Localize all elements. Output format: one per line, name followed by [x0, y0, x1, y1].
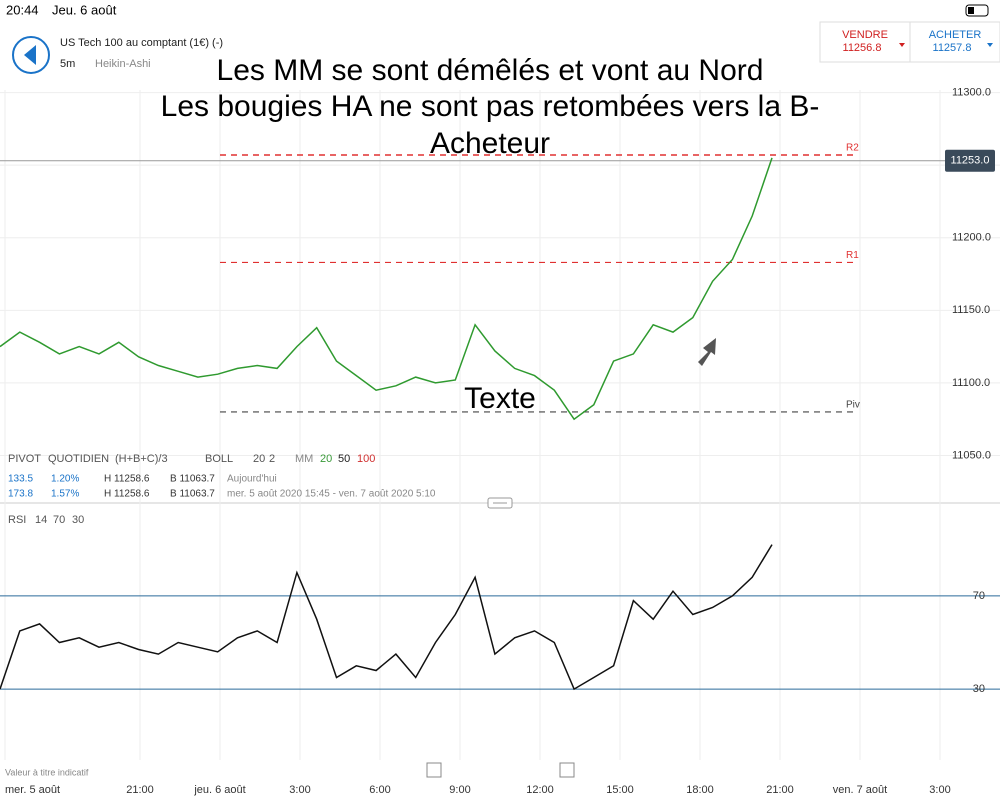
rsi-legend[interactable]: 30 — [72, 514, 84, 526]
pivot-label: Piv — [846, 400, 860, 411]
y-tick-label: 11050.0 — [952, 449, 991, 461]
pivot-label: R1 — [846, 250, 859, 261]
x-tick-label: ven. 7 août — [833, 784, 887, 796]
annotation-line: Les MM se sont démêlés et vont au Nord — [217, 54, 764, 87]
pivot-value: mer. 5 août 2020 15:45 - ven. 7 août 202… — [227, 489, 436, 500]
instrument-name: US Tech 100 au comptant (1€) (-) — [60, 37, 223, 49]
annotation-arrow — [698, 338, 716, 366]
footer-note: Valeur à titre indicatif — [5, 767, 89, 777]
back-button[interactable] — [12, 36, 50, 74]
rsi-line — [0, 544, 773, 691]
pivot-value: 1.20% — [51, 474, 79, 485]
pivot-legend[interactable]: (H+B+C)/3 — [115, 453, 168, 465]
chart-style[interactable]: Heikin-Ashi — [95, 58, 151, 70]
boll-legend[interactable]: BOLL — [205, 453, 233, 465]
pivot-value: 173.8 — [8, 489, 33, 500]
sell-price[interactable]: 11256.8 — [843, 42, 882, 54]
mm-legend[interactable]: MM — [295, 453, 313, 465]
pivot-value: H 11258.6 — [104, 489, 150, 500]
buy-box[interactable] — [909, 21, 1000, 63]
pivot-legend[interactable]: PIVOT — [8, 453, 41, 465]
boll-legend[interactable]: 2 — [269, 453, 275, 465]
pivot-legend[interactable]: QUOTIDIEN — [48, 453, 109, 465]
price-line — [0, 157, 773, 421]
buy-caret — [987, 43, 993, 47]
y-tick-label: 11100.0 — [952, 377, 990, 389]
sell-box[interactable] — [819, 21, 911, 63]
x-tick-label: 3:00 — [289, 784, 310, 796]
annotation-line: Acheteur — [430, 127, 550, 160]
x-tick-label: 15:00 — [606, 784, 634, 796]
pivot-label: R2 — [846, 143, 859, 154]
battery-level — [968, 7, 974, 14]
pivot-value: 133.5 — [8, 474, 33, 485]
calendar-icon[interactable] — [559, 762, 575, 778]
status-date: Jeu. 6 août — [52, 2, 117, 17]
y-tick-label: 11200.0 — [952, 232, 991, 244]
boll-legend[interactable]: 20 — [253, 453, 265, 465]
x-tick-label: 21:00 — [126, 784, 154, 796]
current-price-box — [945, 149, 995, 172]
pivot-value: 1.57% — [51, 489, 79, 500]
calendar-icon[interactable] — [426, 762, 442, 778]
x-tick-label: jeu. 6 août — [193, 784, 245, 796]
back-arrow[interactable] — [24, 45, 36, 65]
rsi-legend[interactable]: 14 — [35, 514, 47, 526]
annotation-line: Les bougies HA ne sont pas retombées ver… — [161, 90, 820, 123]
y-tick-label: 70 — [973, 590, 985, 602]
buy-price[interactable]: 11257.8 — [933, 42, 972, 54]
status-time: 20:44 — [6, 2, 39, 17]
x-tick-label: 18:00 — [686, 784, 714, 796]
indicator-legend: PIVOT QUOTIDIEN (H+B+C)/3 BOLL 20 2 MM 20 50 100 1… — [8, 453, 436, 526]
current-price-label: 11253.0 — [951, 155, 990, 167]
mm-legend[interactable]: 100 — [357, 453, 375, 465]
mm-legend[interactable]: 50 — [338, 453, 350, 465]
rsi-legend[interactable]: 70 — [53, 514, 65, 526]
x-tick-label: mer. 5 août — [5, 784, 60, 796]
rsi-legend[interactable]: RSI — [8, 514, 26, 526]
x-tick-label: 21:00 — [766, 784, 794, 796]
mm-legend[interactable]: 20 — [320, 453, 332, 465]
battery — [965, 4, 989, 17]
pivot-value: H 11258.6 — [104, 474, 150, 485]
sell-caret — [899, 43, 905, 47]
buy-button[interactable]: ACHETER 11257.8 — [909, 21, 1000, 63]
y-tick-label: 30 — [973, 683, 985, 695]
x-tick-label: 12:00 — [526, 784, 554, 796]
y-tick-label: 11150.0 — [952, 304, 990, 316]
y-tick-label: 11300.0 — [952, 86, 991, 98]
sell-button[interactable]: VENDRE 11256.8 — [819, 21, 911, 63]
sell-label[interactable]: VENDRE — [842, 29, 888, 41]
x-tick-label: 9:00 — [449, 784, 470, 796]
x-tick-label: 3:00 — [929, 784, 950, 796]
annotation-note: Texte — [464, 382, 536, 415]
pivot-value: B 11063.7 — [170, 474, 215, 485]
chart-layer: mer. 5 août 21:00 jeu. 6 août 3:00 6:00 9:00 1… — [0, 86, 1000, 796]
x-tick-label: 6:00 — [369, 784, 390, 796]
pivot-value: Aujourd'hui — [227, 474, 277, 485]
timeframe[interactable]: 5m — [60, 58, 75, 70]
pivot-value: B 11063.7 — [170, 489, 215, 500]
buy-label[interactable]: ACHETER — [929, 29, 982, 41]
